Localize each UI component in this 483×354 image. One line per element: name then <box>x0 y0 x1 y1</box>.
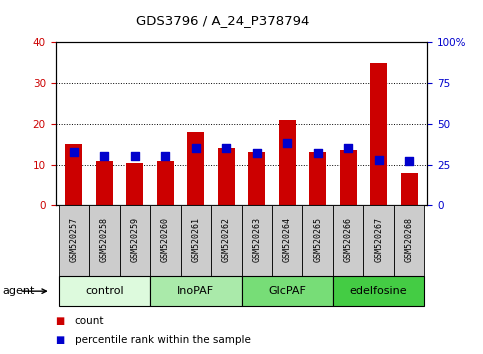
Bar <box>127 162 143 205</box>
Text: percentile rank within the sample: percentile rank within the sample <box>75 335 251 345</box>
Text: count: count <box>75 316 104 326</box>
Bar <box>150 205 181 276</box>
Text: GSM520265: GSM520265 <box>313 217 322 262</box>
Bar <box>218 148 235 205</box>
Bar <box>333 205 363 276</box>
Text: GSM520260: GSM520260 <box>161 217 170 262</box>
Point <box>253 150 261 156</box>
Bar <box>248 152 265 205</box>
Point <box>222 145 230 151</box>
Bar <box>242 205 272 276</box>
Bar <box>96 161 113 205</box>
Bar <box>370 63 387 205</box>
Bar <box>58 205 89 276</box>
Bar <box>181 205 211 276</box>
Text: InoPAF: InoPAF <box>177 286 214 296</box>
Bar <box>66 144 82 205</box>
Text: ■: ■ <box>56 316 65 326</box>
Text: GSM520268: GSM520268 <box>405 217 413 262</box>
Text: GSM520258: GSM520258 <box>100 217 109 262</box>
Bar <box>363 205 394 276</box>
Bar <box>279 120 296 205</box>
Text: GDS3796 / A_24_P378794: GDS3796 / A_24_P378794 <box>136 13 310 27</box>
Point <box>375 157 383 162</box>
Text: GSM520261: GSM520261 <box>191 217 200 262</box>
Text: GSM520263: GSM520263 <box>252 217 261 262</box>
Bar <box>333 276 425 306</box>
Bar <box>89 205 120 276</box>
Bar <box>401 173 417 205</box>
Point <box>100 154 108 159</box>
Bar <box>302 205 333 276</box>
Point <box>314 150 322 156</box>
Bar <box>58 276 150 306</box>
Point <box>161 154 169 159</box>
Point <box>284 141 291 146</box>
Text: GSM520267: GSM520267 <box>374 217 383 262</box>
Bar <box>309 152 326 205</box>
Bar <box>157 161 174 205</box>
Bar <box>120 205 150 276</box>
Text: GSM520264: GSM520264 <box>283 217 292 262</box>
Bar <box>150 276 242 306</box>
Point <box>344 145 352 151</box>
Bar <box>394 205 425 276</box>
Text: GSM520266: GSM520266 <box>344 217 353 262</box>
Text: GSM520262: GSM520262 <box>222 217 231 262</box>
Text: GlcPAF: GlcPAF <box>268 286 306 296</box>
Bar <box>187 132 204 205</box>
Bar <box>242 276 333 306</box>
Text: control: control <box>85 286 124 296</box>
Point <box>192 145 199 151</box>
Point <box>131 154 139 159</box>
Text: GSM520259: GSM520259 <box>130 217 139 262</box>
Text: edelfosine: edelfosine <box>350 286 408 296</box>
Bar <box>340 150 356 205</box>
Text: GSM520257: GSM520257 <box>70 217 78 262</box>
Point <box>405 159 413 164</box>
Text: agent: agent <box>2 286 35 296</box>
Text: ■: ■ <box>56 335 65 345</box>
Bar <box>272 205 302 276</box>
Point <box>70 149 78 154</box>
Bar <box>211 205 242 276</box>
